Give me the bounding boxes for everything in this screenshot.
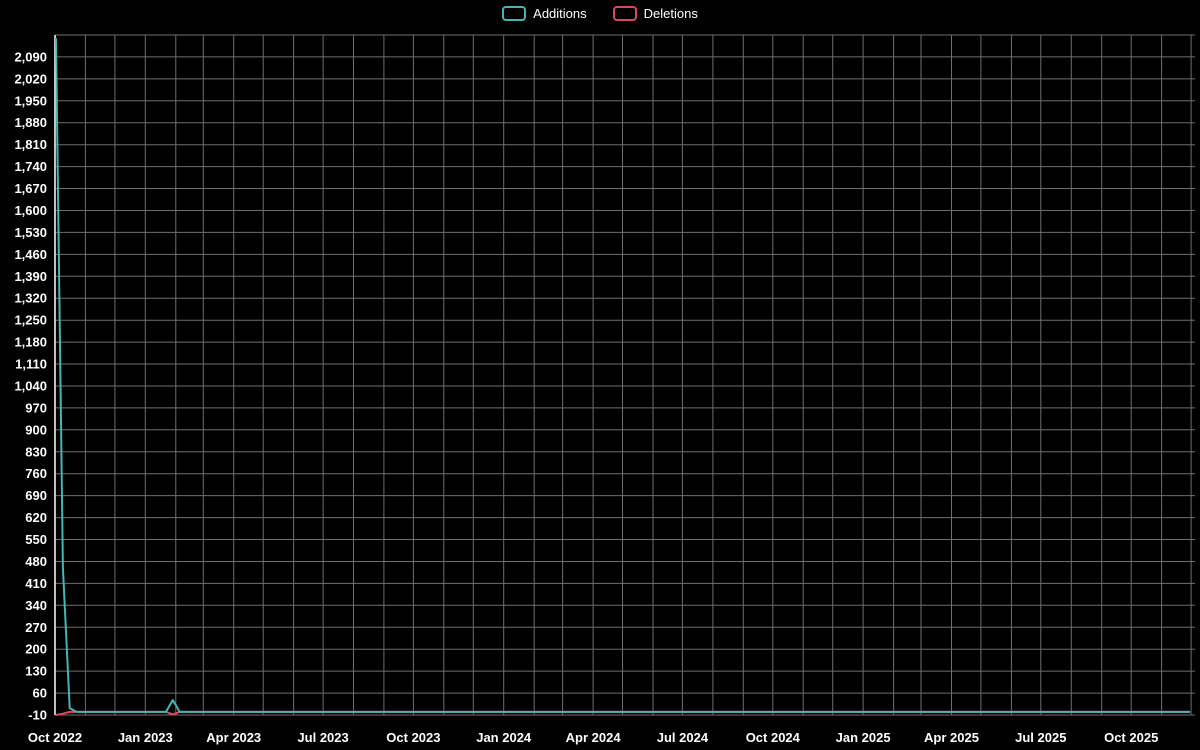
x-tick-label: Oct 2023 <box>386 730 440 745</box>
y-tick-label: 970 <box>25 400 47 415</box>
y-tick-label: 1,320 <box>14 291 47 306</box>
y-tick-label: 1,950 <box>14 93 47 108</box>
y-tick-label: 1,460 <box>14 247 47 262</box>
y-tick-label: 340 <box>25 598 47 613</box>
x-tick-label: Jul 2023 <box>297 730 348 745</box>
legend-swatch-deletions-icon <box>612 6 637 21</box>
y-tick-label: 1,810 <box>14 137 47 152</box>
x-tick-label: Oct 2024 <box>746 730 801 745</box>
x-tick-label: Oct 2025 <box>1104 730 1158 745</box>
x-tick-label: Jan 2023 <box>118 730 173 745</box>
y-tick-label: 1,110 <box>15 357 47 372</box>
y-tick-label: 900 <box>25 422 47 437</box>
y-tick-label: 1,530 <box>14 225 47 240</box>
legend-item-deletions[interactable]: Deletions <box>612 6 698 21</box>
y-tick-label: 60 <box>33 686 47 701</box>
series-line-additions <box>55 38 1191 713</box>
legend-label-additions: Additions <box>533 6 587 21</box>
y-tick-label: 830 <box>25 444 47 459</box>
y-tick-label: 620 <box>25 510 47 525</box>
y-tick-label: 1,740 <box>14 159 47 174</box>
y-tick-label: 1,040 <box>14 379 47 394</box>
y-tick-label: -10 <box>28 708 47 723</box>
y-tick-label: 690 <box>25 488 47 503</box>
y-tick-label: 1,250 <box>14 313 47 328</box>
y-tick-label: 1,180 <box>14 335 47 350</box>
y-tick-label: 1,390 <box>14 269 47 284</box>
x-tick-label: Oct 2022 <box>28 730 82 745</box>
y-tick-label: 480 <box>25 554 47 569</box>
legend-swatch-additions-icon <box>502 6 527 21</box>
y-tick-label: 2,090 <box>14 49 47 64</box>
y-tick-label: 410 <box>25 576 47 591</box>
x-tick-label: Apr 2023 <box>206 730 261 745</box>
x-tick-label: Apr 2025 <box>924 730 979 745</box>
y-tick-label: 270 <box>25 620 47 635</box>
y-tick-label: 200 <box>25 642 47 657</box>
y-tick-label: 130 <box>25 664 47 679</box>
y-tick-label: 2,020 <box>14 71 47 86</box>
x-tick-label: Jul 2025 <box>1015 730 1066 745</box>
x-tick-label: Apr 2024 <box>566 730 622 745</box>
x-tick-label: Jul 2024 <box>657 730 709 745</box>
y-tick-label: 1,670 <box>14 181 47 196</box>
legend-label-deletions: Deletions <box>643 6 698 21</box>
y-tick-label: 1,880 <box>14 115 47 130</box>
y-tick-label: 1,600 <box>14 203 47 218</box>
y-tick-label: 760 <box>25 466 47 481</box>
chart-legend: Additions Deletions <box>0 6 1200 21</box>
x-tick-label: Jan 2025 <box>836 730 891 745</box>
legend-item-additions[interactable]: Additions <box>502 6 587 21</box>
y-tick-label: 550 <box>25 532 47 547</box>
x-tick-label: Jan 2024 <box>476 730 532 745</box>
